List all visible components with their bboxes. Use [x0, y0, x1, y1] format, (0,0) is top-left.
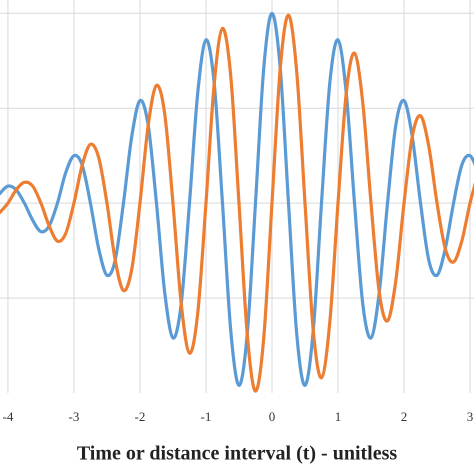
x-tick-label: 0: [269, 409, 276, 424]
x-tick-label: 3: [467, 409, 474, 424]
line-series: [0, 13, 474, 393]
x-tick-label: -1: [201, 409, 212, 424]
x-tick-label: -4: [3, 409, 14, 424]
x-tick-label: -3: [69, 409, 80, 424]
x-tick-label: 2: [401, 409, 408, 424]
plot-area: [0, 11, 474, 393]
x-tick-label: 1: [335, 409, 342, 424]
x-tick-label: -2: [135, 409, 146, 424]
line-series: [0, 11, 474, 388]
x-axis-title: Time or distance interval (t) - unitless: [77, 443, 398, 465]
